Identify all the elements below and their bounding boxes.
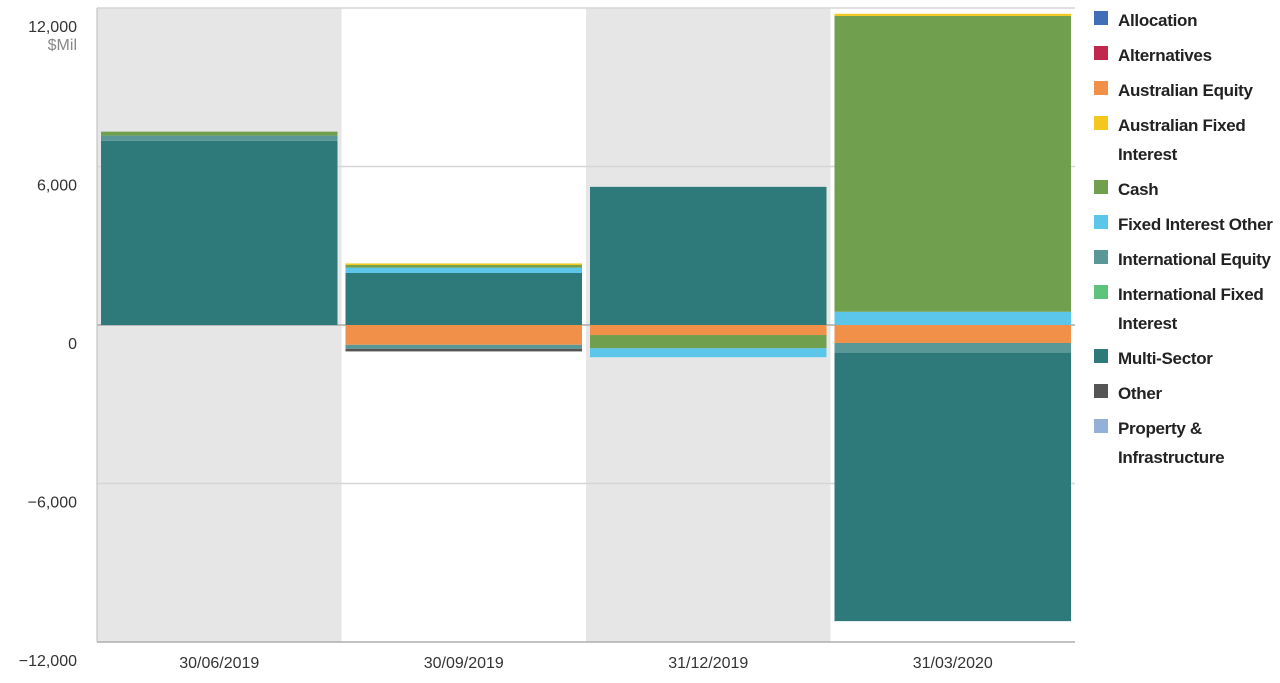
y-tick-label: 12,000 <box>28 19 77 36</box>
legend-label: Property & Infrastructure <box>1118 419 1225 467</box>
x-tick-label: 31/03/2020 <box>913 655 993 672</box>
legend: Allocation Alternatives Australian Equity A… <box>1094 6 1274 478</box>
bar-segment <box>590 335 827 349</box>
legend-swatch <box>1094 116 1108 130</box>
legend-item[interactable]: Property & Infrastructure <box>1094 414 1274 472</box>
bar-segment <box>345 263 582 266</box>
bar-segment <box>345 272 582 325</box>
bar-segment <box>834 353 1071 622</box>
bar-segment <box>101 131 338 136</box>
y-tick-label: −6,000 <box>28 495 77 512</box>
legend-swatch <box>1094 419 1108 433</box>
legend-swatch <box>1094 81 1108 95</box>
bar-segment <box>101 140 338 325</box>
bar-segment <box>345 348 582 352</box>
legend-label: Allocation <box>1118 11 1198 30</box>
bar-segment <box>590 325 827 336</box>
legend-swatch <box>1094 11 1108 25</box>
bar-segment <box>345 267 582 273</box>
legend-label: Other <box>1118 384 1162 403</box>
y-tick-label: 6,000 <box>37 178 77 195</box>
legend-item[interactable]: Multi-Sector <box>1094 344 1274 373</box>
legend-item[interactable]: International Fixed Interest <box>1094 280 1274 338</box>
legend-swatch <box>1094 384 1108 398</box>
legend-item[interactable]: Australian Fixed Interest <box>1094 111 1274 169</box>
legend-item[interactable]: Alternatives <box>1094 41 1274 70</box>
legend-label: Cash <box>1118 180 1159 199</box>
bar-segment <box>590 186 827 325</box>
unit-label: $Mil <box>48 37 77 54</box>
y-tick-label: 0 <box>68 336 77 353</box>
bar-segment <box>834 325 1071 343</box>
legend-label: Australian Fixed Interest <box>1118 116 1246 164</box>
x-tick-label: 31/12/2019 <box>668 655 748 672</box>
legend-swatch <box>1094 285 1108 299</box>
legend-item[interactable]: Fixed Interest Other <box>1094 210 1274 239</box>
bar-segment <box>834 15 1071 312</box>
bar-segment <box>834 342 1071 354</box>
legend-item[interactable]: Australian Equity <box>1094 76 1274 105</box>
bar-segment <box>345 265 582 268</box>
legend-label: Alternatives <box>1118 46 1212 65</box>
legend-swatch <box>1094 349 1108 363</box>
x-tick-label: 30/09/2019 <box>424 655 504 672</box>
legend-item[interactable]: Other <box>1094 379 1274 408</box>
legend-swatch <box>1094 180 1108 194</box>
x-tick-label: 30/06/2019 <box>179 655 259 672</box>
legend-item[interactable]: International Equity <box>1094 245 1274 274</box>
bar-segment <box>101 135 338 141</box>
y-tick-label: −12,000 <box>19 653 77 670</box>
legend-label: Fixed Interest Other <box>1118 215 1273 234</box>
bar-segment <box>834 13 1071 16</box>
bar-segment <box>345 325 582 345</box>
legend-swatch <box>1094 215 1108 229</box>
bar-segment <box>345 344 582 349</box>
legend-label: Australian Equity <box>1118 81 1253 100</box>
legend-swatch <box>1094 46 1108 60</box>
legend-item[interactable]: Cash <box>1094 175 1274 204</box>
legend-label: International Fixed Interest <box>1118 285 1264 333</box>
legend-item[interactable]: Allocation <box>1094 6 1274 35</box>
legend-swatch <box>1094 250 1108 264</box>
legend-label: International Equity <box>1118 250 1271 269</box>
chart: $Mil −12,000 −6,000 0 6,000 12,000 30/06/2019… <box>19 7 1075 672</box>
bar-segment <box>590 348 827 358</box>
bar-segment <box>834 311 1071 325</box>
legend-label: Multi-Sector <box>1118 349 1213 368</box>
